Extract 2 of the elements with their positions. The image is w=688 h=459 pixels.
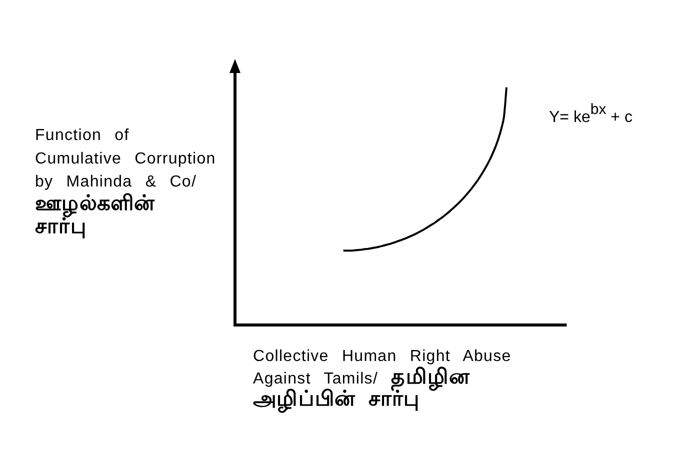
y-axis-title: Function of Cumulative Corruption by Mahinda & Co/ ஊழல்களின் சார்பு — [35, 127, 216, 238]
x-axis-title: Collective Human Right Abuse Against Tamils/ தமிழின அழிப்பின் சார்பு — [253, 348, 512, 411]
